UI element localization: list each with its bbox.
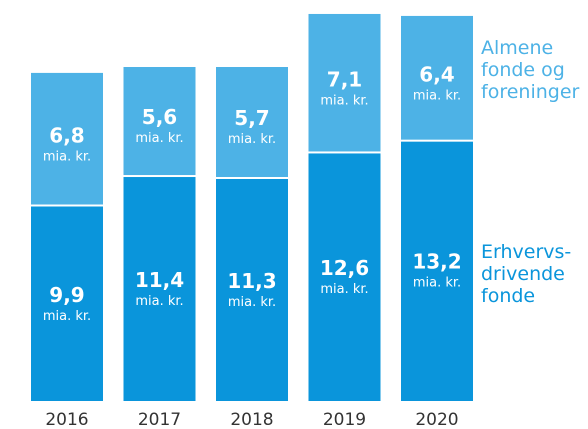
x-tick-label: 2020 (415, 410, 458, 429)
data-label-unit: mia. kr. (228, 295, 276, 310)
data-label-value: 11,3 (227, 269, 276, 293)
data-label-unit: mia. kr. (135, 294, 183, 309)
data-label-value: 12,6 (320, 256, 369, 280)
bar-segment-erhvervsdrivende-2018 (216, 178, 288, 401)
data-label-unit: mia. kr. (320, 93, 368, 108)
data-label-unit: mia. kr. (413, 88, 461, 103)
data-label-unit: mia. kr. (135, 131, 183, 146)
bar-segment-erhvervsdrivende-2016 (31, 206, 103, 401)
bar-segment-erhvervsdrivende-2017 (123, 177, 196, 401)
x-tick-label: 2017 (138, 410, 181, 429)
legend-label-line: Erhvervs- (481, 241, 571, 263)
x-tick-label: 2018 (230, 410, 273, 429)
bar-segment-almene-2018 (216, 67, 288, 177)
legend-label-line: fonde (481, 285, 535, 307)
data-label-unit: mia. kr. (228, 132, 276, 147)
data-label-value: 5,7 (234, 106, 269, 130)
data-label-value: 11,4 (135, 268, 184, 292)
legend-label-line: Almene (481, 37, 553, 59)
legend-label-line: fonde og (481, 59, 565, 81)
data-label-value: 13,2 (412, 250, 461, 274)
data-label-unit: mia. kr. (413, 276, 461, 291)
legend-label-line: foreninger (481, 81, 580, 103)
bar-segment-almene-2017 (123, 67, 196, 176)
data-label-value: 6,4 (419, 62, 454, 86)
bar-segment-erhvervsdrivende-2019 (308, 153, 381, 401)
data-label-value: 6,8 (49, 123, 84, 147)
x-tick-label: 2016 (45, 410, 88, 429)
legend-label-line: drivende (481, 263, 565, 285)
data-label-value: 5,6 (142, 105, 177, 129)
data-label-unit: mia. kr. (43, 309, 91, 324)
x-tick-label: 2019 (323, 410, 366, 429)
data-label-value: 9,9 (49, 283, 84, 307)
data-label-unit: mia. kr. (43, 149, 91, 164)
bar-segment-erhvervsdrivende-2020 (401, 141, 473, 401)
data-label-unit: mia. kr. (320, 282, 368, 297)
bar-segment-almene-2019 (308, 13, 381, 152)
data-label-value: 7,1 (327, 67, 362, 91)
bar-segment-almene-2020 (401, 15, 473, 140)
bar-segment-almene-2016 (31, 72, 103, 205)
